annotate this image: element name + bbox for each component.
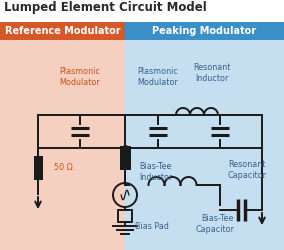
Text: Plasmonic
Modulator: Plasmonic Modulator: [60, 67, 101, 87]
Text: Resonant
Capacitor: Resonant Capacitor: [228, 160, 267, 180]
Bar: [34, 156, 43, 180]
Text: 50 Ω: 50 Ω: [54, 164, 73, 172]
Text: Resonant
Inductor: Resonant Inductor: [193, 63, 231, 83]
Text: Bias Pad: Bias Pad: [135, 222, 169, 231]
Bar: [120, 146, 131, 170]
Bar: [125, 22, 284, 40]
Text: Plasmonic
Modulator: Plasmonic Modulator: [137, 67, 178, 87]
Text: Peaking Modulator: Peaking Modulator: [153, 26, 256, 36]
Text: Bias-Tee
Capacitor: Bias-Tee Capacitor: [195, 214, 234, 234]
Bar: [0, 22, 125, 40]
Text: Bias-Tee
Inductor: Bias-Tee Inductor: [139, 162, 172, 182]
Text: Reference Modulator: Reference Modulator: [5, 26, 120, 36]
Bar: [0, 0, 284, 22]
Bar: [118, 210, 132, 222]
Text: Lumped Element Circuit Model: Lumped Element Circuit Model: [4, 1, 207, 14]
Bar: [0, 40, 125, 250]
Bar: [125, 40, 284, 250]
